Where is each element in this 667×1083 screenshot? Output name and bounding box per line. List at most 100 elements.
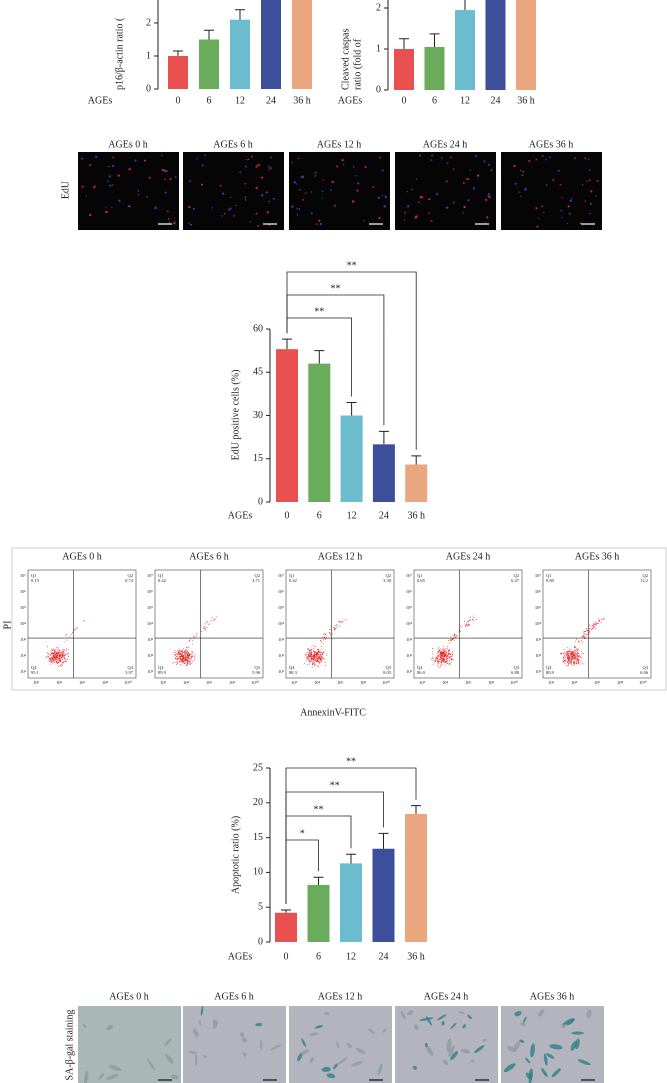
event-dot [317, 653, 319, 655]
cell [108, 1064, 122, 1072]
event-dot [568, 653, 570, 655]
event-dot [309, 652, 310, 654]
nucleus [107, 180, 109, 182]
event-dot [322, 658, 324, 659]
event-dot [568, 664, 569, 666]
event-dot [306, 657, 308, 659]
nucleus [541, 205, 543, 208]
quadrant-value: 88.3 [289, 670, 298, 675]
y-tick-label: 10⁴ [20, 621, 27, 626]
event-dot [449, 657, 451, 659]
event-dot [435, 656, 437, 658]
event-dot [573, 647, 575, 649]
event-dot [431, 658, 433, 660]
quadrant-value: 86.0 [417, 670, 426, 675]
cell [586, 1009, 592, 1019]
event-dot [179, 661, 181, 663]
nucleus [112, 165, 115, 168]
event-dot [193, 659, 195, 661]
nucleus [255, 186, 258, 189]
event-dot [442, 648, 444, 650]
event-dot [440, 652, 442, 653]
bar [485, 0, 506, 90]
event-dot [62, 654, 64, 656]
event-dot [590, 629, 592, 630]
event-dot [309, 649, 311, 651]
event-dot [452, 651, 454, 653]
event-dot [189, 638, 191, 640]
event-dot [60, 652, 62, 654]
event-dot [450, 663, 452, 665]
event-dot [52, 650, 54, 651]
nucleus [570, 198, 573, 200]
cell [301, 1038, 307, 1047]
event-dot [317, 648, 319, 650]
event-dot [57, 659, 59, 661]
event-dot [574, 655, 576, 657]
event-dot [330, 635, 332, 637]
y-tick-label: 10³ [406, 637, 413, 642]
event-dot [432, 650, 434, 652]
event-dot [442, 654, 444, 656]
nucleus [272, 197, 275, 200]
nucleus [446, 180, 448, 183]
event-dot [48, 656, 50, 658]
nucleus [522, 170, 524, 173]
nucleus [296, 213, 299, 216]
x-tick-label: 10¹⁰ [510, 680, 518, 685]
event-dot [334, 627, 335, 629]
event-dot [53, 650, 55, 652]
event-dot [564, 651, 566, 653]
event-dot [184, 654, 186, 656]
event-dot [178, 656, 180, 658]
cell [170, 1074, 179, 1080]
event-dot [54, 650, 56, 652]
nucleus [379, 156, 381, 159]
event-dot [176, 664, 177, 666]
nucleus [106, 211, 108, 213]
cell [259, 1040, 263, 1050]
cell [351, 1061, 363, 1067]
error-bar [429, 33, 440, 47]
event-dot [589, 624, 591, 626]
nucleus [174, 176, 177, 179]
event-dot [312, 655, 314, 657]
event-dot [593, 626, 595, 627]
event-dot [313, 660, 314, 662]
event-dot [450, 640, 452, 641]
event-dot [315, 659, 317, 661]
x-tick-label: 10⁸ [488, 680, 495, 685]
nucleus [298, 208, 301, 210]
y-tick-label: 15 [253, 453, 263, 464]
event-dot [57, 663, 58, 665]
event-dot [586, 634, 588, 636]
nucleus [545, 184, 548, 186]
event-dot [62, 662, 64, 664]
event-dot [335, 625, 337, 626]
nucleus [513, 164, 516, 168]
x-tick-label: 10⁸ [360, 680, 367, 685]
quadrant-value: 95.1 [31, 670, 39, 675]
event-dot [584, 630, 586, 632]
event-dot [576, 654, 578, 656]
event-dot [321, 651, 323, 653]
nucleus [355, 175, 357, 177]
nucleus [161, 154, 163, 156]
significance-label: * [300, 828, 305, 839]
event-dot [67, 649, 69, 651]
event-dot [449, 653, 451, 655]
event-dot [319, 658, 321, 660]
error-bar [314, 350, 325, 364]
event-dot [181, 657, 183, 659]
event-dot [55, 651, 56, 653]
y-tick-label: 2 [376, 2, 381, 13]
event-dot [577, 651, 578, 653]
event-dot [181, 656, 183, 658]
error-bar [281, 909, 291, 913]
event-dot [586, 630, 588, 632]
event-dot [577, 649, 579, 651]
event-dot [564, 660, 566, 661]
event-dot [67, 659, 69, 661]
event-dot [322, 639, 324, 641]
event-dot [579, 661, 581, 663]
